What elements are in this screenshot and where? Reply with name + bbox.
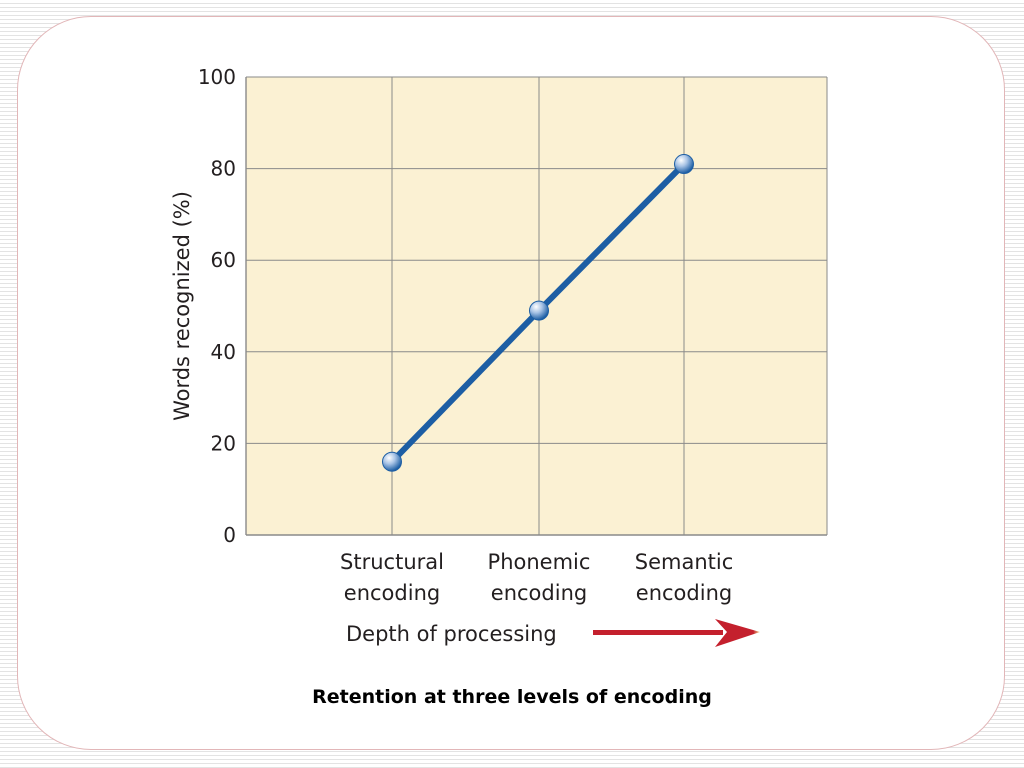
y-tick-label: 60 — [211, 248, 236, 272]
x-tick-label: Structural — [340, 550, 444, 574]
y-tick-label: 20 — [211, 431, 236, 455]
y-tick-label: 100 — [198, 65, 236, 89]
x-tick-label: Phonemic — [488, 550, 591, 574]
y-tick-label: 0 — [223, 523, 236, 547]
y-tick-label: 80 — [211, 157, 236, 181]
x-axis-label: Depth of processing — [346, 622, 557, 646]
data-point — [382, 451, 402, 472]
y-axis-label: Words recognized (%) — [170, 191, 194, 421]
slide-caption: Retention at three levels of encoding — [312, 686, 712, 708]
chart-figure: 0 20 40 60 80 100 Structural encoding Phonemic e… — [163, 63, 830, 651]
y-tick-label: 40 — [211, 340, 236, 364]
x-tick-label: encoding — [636, 581, 732, 605]
line-chart: 0 20 40 60 80 100 Structural encoding Phonemic e… — [170, 65, 828, 647]
depth-arrow — [593, 619, 760, 647]
data-point — [674, 154, 694, 175]
data-point — [529, 300, 549, 321]
x-tick-label: encoding — [491, 581, 587, 605]
depth-arrow-shaft — [593, 630, 723, 635]
x-tick-label: Semantic — [635, 550, 734, 574]
depth-arrow-head — [715, 619, 760, 647]
x-tick-label: encoding — [344, 581, 440, 605]
